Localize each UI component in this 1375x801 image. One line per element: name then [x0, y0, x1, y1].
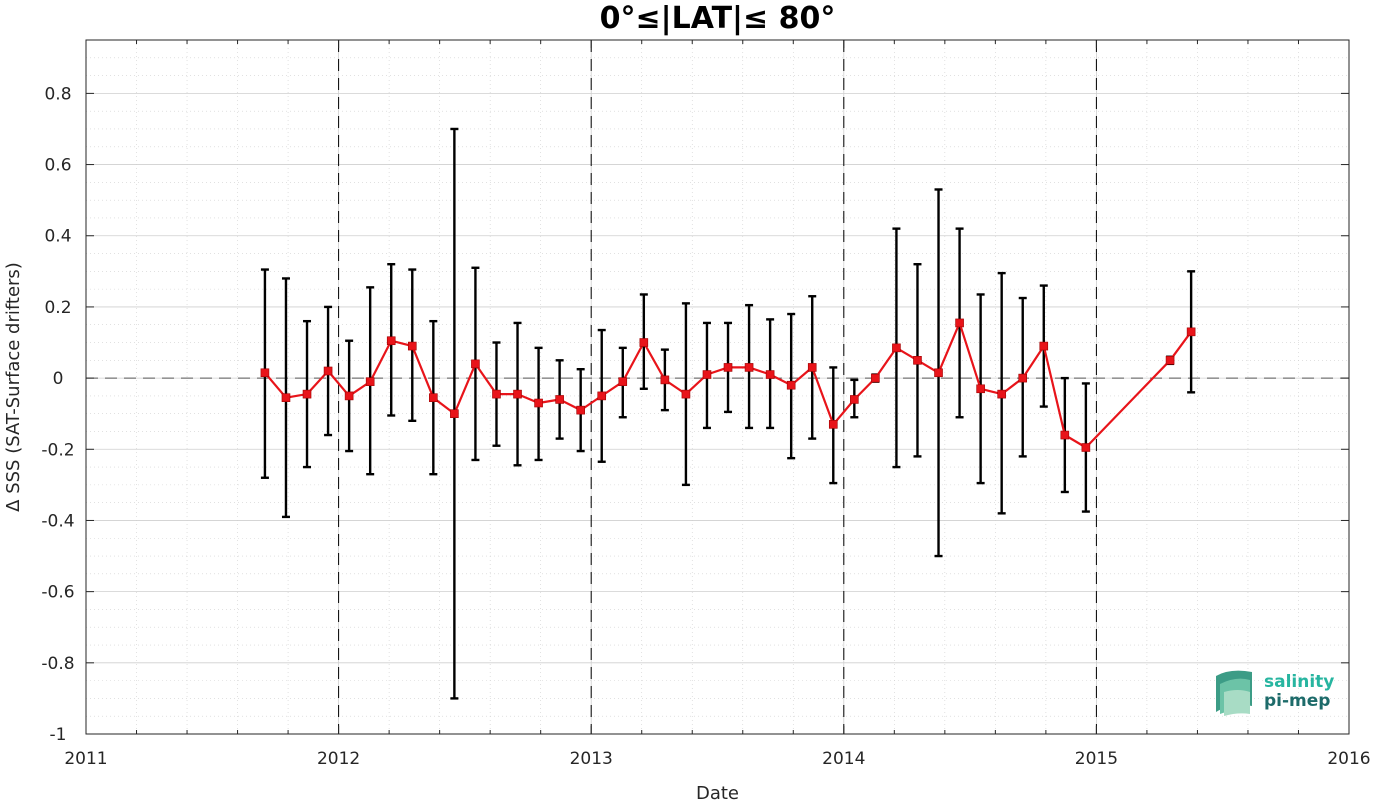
data-point-marker — [639, 338, 649, 347]
axis-ticks: 2011 2012 2013 2014 2015 2016 -1 -0.8 -0.6 -0.4 -0… — [41, 40, 1371, 769]
y-tick-label: 0 — [53, 369, 64, 389]
x-tick-label: 2011 — [64, 749, 107, 769]
logo-text-pimep: pi-mep — [1264, 691, 1330, 711]
data-point-marker — [323, 366, 333, 376]
x-axis-label: Date — [696, 783, 739, 801]
data-point-marker — [807, 363, 817, 372]
y-tick-label: -0.8 — [41, 654, 74, 674]
data-point-marker — [976, 384, 985, 394]
data-point-marker — [871, 373, 880, 383]
data-point-marker — [1165, 356, 1175, 365]
data-point-marker — [450, 409, 459, 418]
x-tick-label: 2013 — [570, 749, 613, 769]
y-tick-label: 0.2 — [44, 298, 71, 318]
y-tick-label: -0.4 — [41, 511, 74, 531]
chart-title: 0°≤|LAT|≤ 80° — [600, 1, 836, 36]
data-point-marker — [660, 375, 670, 385]
data-point-marker — [1018, 373, 1028, 383]
data-point-marker — [723, 363, 733, 372]
plot-frame — [85, 39, 1350, 735]
data-point-marker — [407, 341, 417, 351]
x-tick-label: 2015 — [1075, 749, 1118, 769]
data-point-marker — [597, 391, 607, 401]
data-point-marker — [786, 380, 796, 390]
data-point-marker — [1060, 430, 1070, 440]
data-point-marker — [997, 389, 1006, 399]
data-point-marker — [892, 343, 901, 353]
data-point-marker — [850, 395, 859, 404]
data-point-marker — [429, 393, 438, 402]
x-tick-label: 2016 — [1327, 749, 1370, 769]
data-point-marker — [618, 377, 628, 386]
logo-wave-icon — [1216, 670, 1252, 716]
y-tick-label: 0.8 — [44, 84, 71, 104]
logo-text-salinity: salinity — [1264, 672, 1334, 692]
data-series — [260, 127, 1196, 700]
data-point-marker — [386, 336, 396, 346]
data-point-marker — [365, 377, 375, 386]
y-axis-label: Δ SSS (SAT-Surface drifters) — [3, 262, 24, 512]
data-point-marker — [471, 359, 480, 369]
data-point-marker — [281, 393, 291, 402]
data-point-marker — [576, 405, 585, 415]
data-point-marker — [260, 368, 270, 378]
data-point-marker — [1039, 341, 1049, 351]
data-point-marker — [765, 370, 775, 379]
y-tick-label: 0.6 — [44, 156, 71, 176]
y-tick-label: -1 — [50, 725, 67, 745]
data-point-marker — [702, 370, 712, 379]
y-tick-label: 0.4 — [44, 227, 71, 247]
data-point-marker — [492, 389, 501, 399]
data-point-marker — [555, 395, 564, 404]
y-tick-label: -0.2 — [41, 440, 74, 460]
salinity-pimep-logo: salinity pi-mep — [1216, 670, 1334, 716]
data-point-marker — [302, 389, 312, 399]
data-point-marker — [681, 389, 691, 399]
x-tick-label: 2014 — [822, 749, 865, 769]
data-point-marker — [1081, 443, 1091, 452]
x-tick-label: 2012 — [317, 749, 360, 769]
data-point-marker — [1186, 327, 1196, 337]
data-point-marker — [744, 363, 754, 372]
data-point-marker — [513, 389, 522, 399]
data-point-marker — [344, 391, 354, 401]
data-point-marker — [934, 368, 943, 378]
reference-lines — [86, 40, 1349, 734]
data-point-marker — [913, 356, 922, 365]
data-point-marker — [534, 398, 543, 408]
data-point-marker — [828, 420, 838, 429]
data-point-marker — [955, 318, 964, 328]
y-tick-label: -0.6 — [41, 583, 74, 603]
